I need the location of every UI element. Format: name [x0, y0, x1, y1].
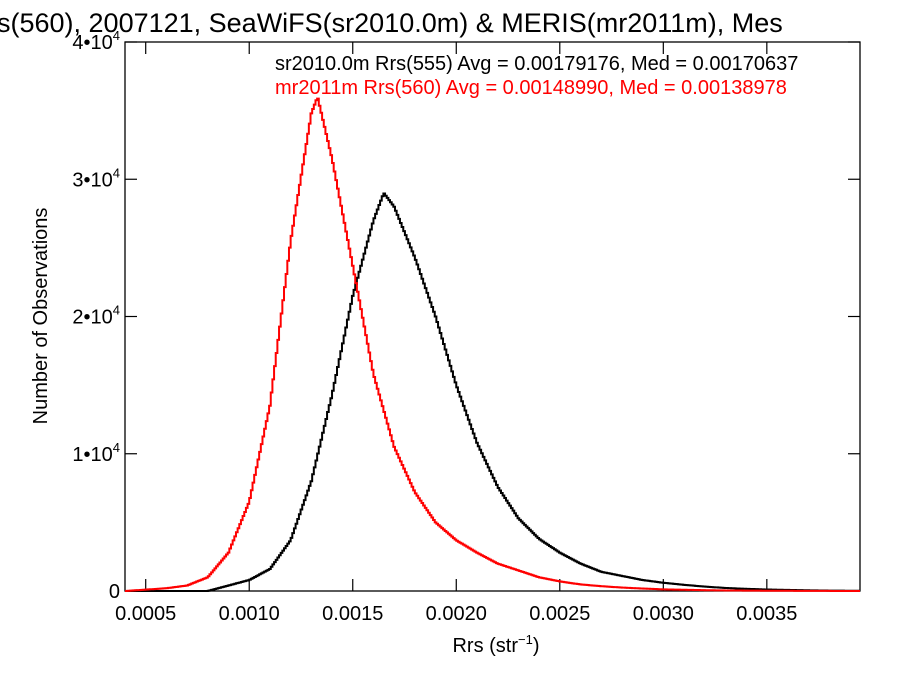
tick-labels: 0.0005 0.0010 0.0015 0.0020 0.0025 0.0030 0.00…	[72, 28, 797, 625]
series-line-sr2010	[125, 192, 860, 592]
plot-area-frame	[124, 41, 861, 592]
x-axis-label-main: Rrs (str	[452, 635, 518, 657]
x-tick-label-2: 0.0015	[322, 603, 383, 625]
y-tick-label-1: 1•104	[72, 440, 120, 466]
y-tick-label-0: 0	[109, 581, 120, 603]
x-tick-label-0: 0.0005	[115, 603, 176, 625]
series-line-mr2011	[125, 97, 860, 592]
x-tick-label-5: 0.0030	[633, 603, 694, 625]
x-axis-label: Rrs (str−1)	[452, 632, 539, 657]
x-axis-label-sup: −1	[518, 632, 533, 647]
y-tick-label-3: 3•104	[72, 165, 120, 191]
y-tick-label-2: 2•104	[72, 303, 120, 329]
legend-entry-mr2011: mr2011m Rrs(560) Avg = 0.00148990, Med =…	[275, 77, 787, 99]
x-tick-label-1: 0.0010	[219, 603, 280, 625]
x-tick-label-6: 0.0035	[736, 603, 797, 625]
x-tick-label-4: 0.0025	[529, 603, 590, 625]
y-axis-label: Number of Observations	[30, 208, 52, 425]
axis-ticks	[125, 41, 860, 592]
legend-entry-sr2010: sr2010.0m Rrs(555) Avg = 0.00179176, Med…	[275, 53, 798, 75]
x-axis-label-close: )	[533, 635, 540, 657]
y-tick-label-4: 4•104	[72, 28, 120, 54]
chart-title: s(560), 2007121, SeaWiFS(sr2010.0m) & ME…	[0, 8, 783, 38]
x-tick-label-3: 0.0020	[426, 603, 487, 625]
